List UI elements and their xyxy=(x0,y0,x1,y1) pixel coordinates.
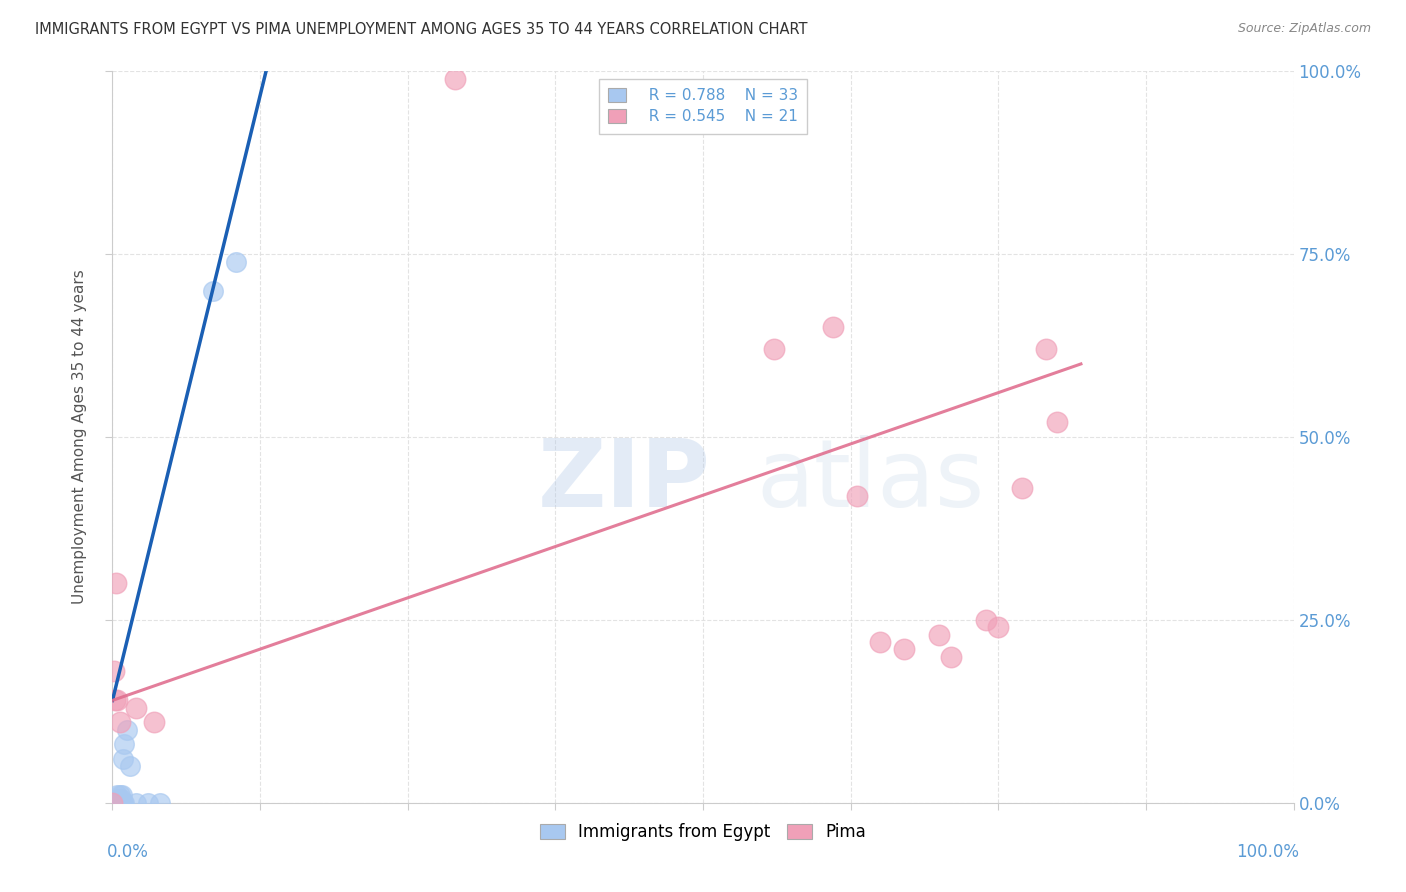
Point xyxy=(111,789,134,803)
Point xyxy=(108,715,131,730)
Point xyxy=(115,723,138,737)
Point xyxy=(103,664,125,678)
Point xyxy=(105,693,128,707)
Y-axis label: Unemployment Among Ages 35 to 44 years: Unemployment Among Ages 35 to 44 years xyxy=(72,269,87,605)
Point xyxy=(1046,416,1069,430)
Point xyxy=(112,752,135,766)
Point xyxy=(112,737,135,751)
Point xyxy=(107,792,129,806)
Point xyxy=(107,796,129,810)
Point xyxy=(845,489,868,503)
Legend: Immigrants from Egypt, Pima: Immigrants from Egypt, Pima xyxy=(531,814,875,849)
Point xyxy=(125,796,148,810)
Point xyxy=(110,796,132,810)
Point xyxy=(108,796,131,810)
Text: atlas: atlas xyxy=(756,435,984,527)
Point xyxy=(821,320,844,334)
Text: Source: ZipAtlas.com: Source: ZipAtlas.com xyxy=(1237,22,1371,36)
Point xyxy=(105,576,128,591)
Point xyxy=(105,796,128,810)
Point xyxy=(101,796,124,810)
Point xyxy=(104,796,127,810)
Point xyxy=(107,796,129,810)
Point xyxy=(939,649,962,664)
Point xyxy=(103,796,125,810)
Point xyxy=(1035,343,1057,357)
Point xyxy=(108,789,131,803)
Point xyxy=(105,789,128,803)
Point xyxy=(142,715,165,730)
Point xyxy=(105,796,128,810)
Point xyxy=(103,796,125,810)
Text: ZIP: ZIP xyxy=(537,435,710,527)
Point xyxy=(112,796,135,810)
Point xyxy=(869,635,891,649)
Point xyxy=(893,642,915,657)
Point xyxy=(105,796,128,810)
Point xyxy=(136,796,159,810)
Point xyxy=(105,796,128,810)
Point xyxy=(110,792,132,806)
Point xyxy=(105,796,128,810)
Point xyxy=(987,620,1010,634)
Point xyxy=(104,796,127,810)
Point xyxy=(976,613,998,627)
Point xyxy=(928,627,950,641)
Point xyxy=(201,284,224,298)
Point xyxy=(225,254,247,268)
Point xyxy=(762,343,785,357)
Text: 100.0%: 100.0% xyxy=(1236,843,1299,861)
Point xyxy=(104,693,127,707)
Text: 0.0%: 0.0% xyxy=(107,843,149,861)
Point xyxy=(149,796,172,810)
Point xyxy=(125,700,148,714)
Point xyxy=(120,759,142,773)
Point xyxy=(101,796,124,810)
Point xyxy=(103,796,125,810)
Text: IMMIGRANTS FROM EGYPT VS PIMA UNEMPLOYMENT AMONG AGES 35 TO 44 YEARS CORRELATION: IMMIGRANTS FROM EGYPT VS PIMA UNEMPLOYME… xyxy=(35,22,807,37)
Point xyxy=(104,796,127,810)
Point xyxy=(1011,481,1033,495)
Point xyxy=(112,796,135,810)
Point xyxy=(111,796,134,810)
Point xyxy=(444,71,467,86)
